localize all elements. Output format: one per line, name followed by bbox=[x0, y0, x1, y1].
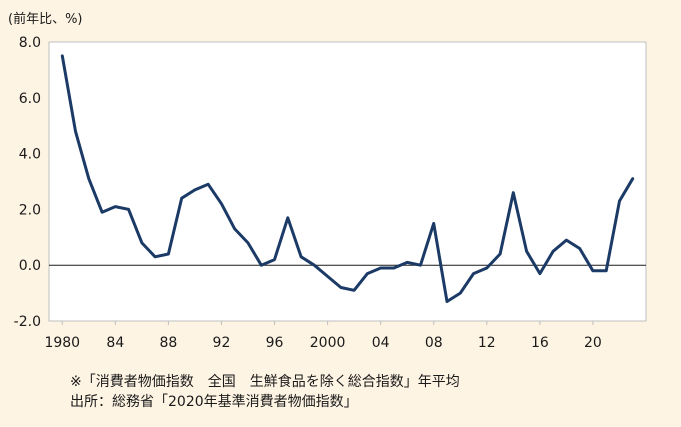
footnote: ※「消費者物価指数 全国 生鮮食品を除く総合指数」年平均 出所：総務省「2020… bbox=[70, 372, 460, 412]
y-tick-label: 2.0 bbox=[19, 202, 41, 218]
series-line bbox=[60, 54, 635, 303]
footnote-line-2: 出所：総務省「2020年基準消費者物価指数」 bbox=[70, 394, 358, 410]
y-tick-label: 8.0 bbox=[19, 35, 41, 51]
x-tick-label: 16 bbox=[531, 335, 549, 351]
x-tick-label: 84 bbox=[106, 335, 124, 351]
x-tick-label: 12 bbox=[478, 335, 496, 351]
cpi-line-chart: -2.0 0.0 2.0 4.0 6.0 8.0 1980 84 88 92 96 2000 04 08… bbox=[14, 35, 647, 351]
y-tick-label: 6.0 bbox=[19, 91, 41, 107]
plot-area bbox=[48, 41, 647, 322]
x-tick-label: 20 bbox=[584, 335, 602, 351]
x-tick-label: 08 bbox=[425, 335, 443, 351]
y-tick-label: -2.0 bbox=[14, 314, 41, 330]
y-axis-ticks: -2.0 0.0 2.0 4.0 6.0 8.0 bbox=[14, 35, 41, 330]
x-tick-label: 04 bbox=[372, 335, 390, 351]
x-tick-label: 88 bbox=[159, 335, 177, 351]
x-tick-label: 92 bbox=[213, 335, 231, 351]
y-tick-label: 4.0 bbox=[19, 147, 41, 163]
x-tick-label: 96 bbox=[266, 335, 284, 351]
x-tick-label: 2000 bbox=[310, 335, 346, 351]
x-tick-label: 1980 bbox=[44, 335, 80, 351]
footnote-line-1: ※「消費者物価指数 全国 生鮮食品を除く総合指数」年平均 bbox=[70, 374, 460, 390]
x-axis-ticks: 1980 84 88 92 96 2000 04 08 12 16 20 bbox=[44, 321, 602, 351]
y-axis-unit-label: (前年比、%) bbox=[8, 12, 83, 27]
y-tick-label: 0.0 bbox=[19, 258, 41, 274]
